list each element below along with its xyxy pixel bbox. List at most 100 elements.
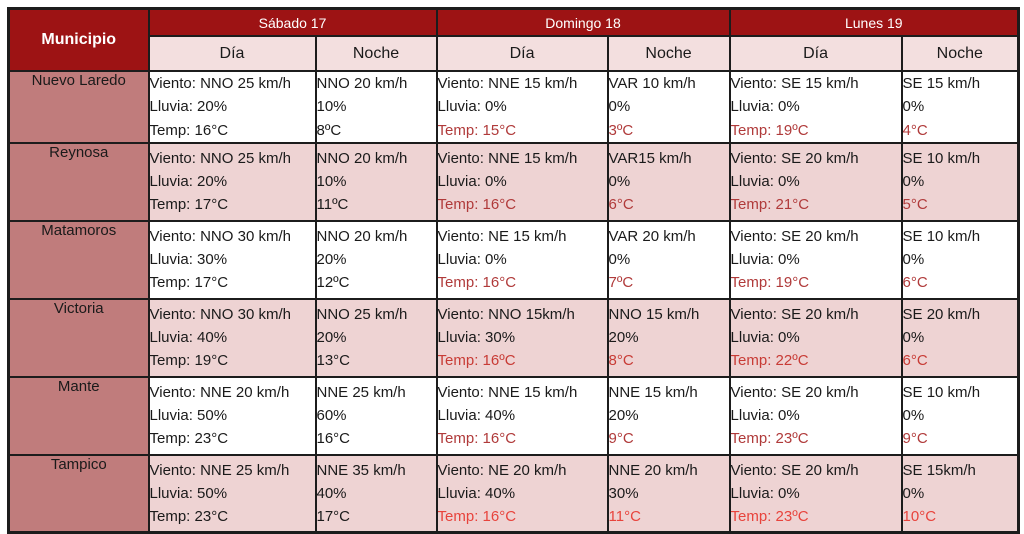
temp-value: Temp: 16ºC xyxy=(437,352,516,370)
forecast-cell-domingo-dia: Viento: NE 20 km/h Lluvia: 40% Temp: 16°C xyxy=(435,453,609,534)
temp-value: Temp: 21°C xyxy=(730,196,810,214)
subheader-lunes-noche: Noche xyxy=(900,35,1020,72)
wind-value: Viento: SE 20 km/h xyxy=(730,227,859,245)
forecast-cell-sabado-dia: Viento: NNO 25 km/h Lluvia: 20% Temp: 17°C xyxy=(147,141,317,222)
wind-value: Viento: NNO 15km/h xyxy=(437,305,575,323)
forecast-cell-lunes-dia: Viento: SE 20 km/h Lluvia: 0% Temp: 19°C xyxy=(728,219,903,300)
table-row: Victoria Viento: NNO 30 km/h Lluvia: 40% Te… xyxy=(7,297,1020,378)
rain-value: Lluvia: 0% xyxy=(437,251,507,269)
rain-value: 20% xyxy=(316,329,347,347)
temp-value: 16°C xyxy=(316,430,351,448)
wind-value: Viento: NE 20 km/h xyxy=(437,461,567,479)
forecast-cell-sabado-noche: NNO 25 km/h 20% 13°C xyxy=(314,297,438,378)
rain-value: Lluvia: 0% xyxy=(730,173,800,191)
wind-value: Viento: SE 20 km/h xyxy=(730,305,859,323)
temp-value: Temp: 16°C xyxy=(437,508,517,526)
forecast-cell-sabado-dia: Viento: NNO 30 km/h Lluvia: 40% Temp: 19°C xyxy=(147,297,317,378)
wind-value: Viento: NNO 25 km/h xyxy=(149,75,291,92)
municipio-cell: Matamoros xyxy=(7,219,150,300)
temp-value: Temp: 16°C xyxy=(149,121,229,139)
forecast-cell-sabado-noche: NNO 20 km/h 20% 12ºC xyxy=(314,219,438,300)
forecast-cell-sabado-noche: NNO 20 km/h 10% 11ºC xyxy=(314,141,438,222)
subheader-lunes-dia: Día xyxy=(728,35,903,72)
rain-value: 0% xyxy=(902,484,925,502)
temp-value: 8°C xyxy=(608,352,634,370)
rain-value: Lluvia: 40% xyxy=(149,329,228,347)
rain-value: 40% xyxy=(316,484,347,502)
forecast-cell-domingo-dia: Viento: NNE 15 km/h Lluvia: 0% Temp: 16°C xyxy=(435,141,609,222)
wind-value: Viento: SE 20 km/h xyxy=(730,149,859,167)
forecast-cell-sabado-noche: NNE 25 km/h 60% 16°C xyxy=(314,375,438,456)
forecast-cell-lunes-dia: Viento: SE 20 km/h Lluvia: 0% Temp: 22ºC xyxy=(728,297,903,378)
day-header-sabado-17: Sábado 17 xyxy=(147,7,438,37)
forecast-cell-domingo-noche: VAR 10 km/h 0% 3ºC xyxy=(606,70,731,144)
temp-value: 9°C xyxy=(902,430,928,448)
wind-value: SE 10 km/h xyxy=(902,383,981,401)
wind-value: NNO 15 km/h xyxy=(608,305,700,323)
wind-value: VAR 10 km/h xyxy=(608,75,696,92)
temp-value: 11ºC xyxy=(316,196,349,214)
temp-value: 13°C xyxy=(316,352,351,370)
rain-value: Lluvia: 40% xyxy=(437,484,516,502)
wind-value: VAR15 km/h xyxy=(608,149,692,167)
forecast-cell-lunes-noche: SE 10 km/h 0% 5°C xyxy=(900,141,1020,222)
table-row: Tampico Viento: NNE 25 km/h Lluvia: 50% Tem… xyxy=(7,453,1020,534)
forecast-cell-lunes-noche: SE 10 km/h 0% 9°C xyxy=(900,375,1020,456)
forecast-cell-lunes-noche: SE 15 km/h 0% 4°C xyxy=(900,70,1020,144)
rain-value: 10% xyxy=(316,173,347,191)
wind-value: Viento: NNE 15 km/h xyxy=(437,149,578,167)
rain-value: 60% xyxy=(316,407,347,425)
temp-value: 5°C xyxy=(902,196,928,214)
wind-value: SE 15 km/h xyxy=(902,75,981,92)
rain-value: 0% xyxy=(608,251,631,269)
temp-value: 8ºC xyxy=(316,121,342,139)
rain-value: 0% xyxy=(902,251,925,269)
municipio-column-header: Municipio xyxy=(7,7,150,72)
municipio-cell: Tampico xyxy=(7,453,150,534)
forecast-cell-lunes-dia: Viento: SE 20 km/h Lluvia: 0% Temp: 21°C xyxy=(728,141,903,222)
rain-value: 0% xyxy=(608,98,631,116)
temp-value: Temp: 17°C xyxy=(149,274,229,292)
forecast-cell-lunes-noche: SE 20 km/h 0% 6°C xyxy=(900,297,1020,378)
wind-value: NNO 20 km/h xyxy=(316,75,408,92)
temp-value: 6°C xyxy=(902,274,928,292)
temp-value: Temp: 16°C xyxy=(437,274,517,292)
table-body: Nuevo Laredo Viento: NNO 25 km/h Lluvia: 2… xyxy=(7,70,1020,534)
forecast-cell-domingo-dia: Viento: NE 15 km/h Lluvia: 0% Temp: 16°C xyxy=(435,219,609,300)
rain-value: Lluvia: 50% xyxy=(149,484,228,502)
forecast-cell-domingo-noche: VAR15 km/h 0% 6°C xyxy=(606,141,731,222)
temp-value: Temp: 23°C xyxy=(149,430,229,448)
temp-value: 6°C xyxy=(902,352,928,370)
temp-value: Temp: 19°C xyxy=(730,274,810,292)
rain-value: 20% xyxy=(316,251,347,269)
wind-value: NNE 15 km/h xyxy=(608,383,698,401)
wind-value: Viento: NNO 25 km/h xyxy=(149,149,291,167)
table-row: Nuevo Laredo Viento: NNO 25 km/h Lluvia: 2… xyxy=(7,70,1020,144)
wind-value: NNE 35 km/h xyxy=(316,461,406,479)
rain-value: 30% xyxy=(608,484,639,502)
rain-value: Lluvia: 0% xyxy=(437,98,507,116)
table-row: Matamoros Viento: NNO 30 km/h Lluvia: 30% T… xyxy=(7,219,1020,300)
temp-value: 4°C xyxy=(902,121,928,139)
temp-value: 17°C xyxy=(316,508,351,526)
rain-value: Lluvia: 40% xyxy=(437,407,516,425)
wind-value: SE 10 km/h xyxy=(902,149,981,167)
temp-value: Temp: 16°C xyxy=(437,430,517,448)
rain-value: Lluvia: 30% xyxy=(437,329,516,347)
wind-value: Viento: SE 20 km/h xyxy=(730,383,859,401)
rain-value: 20% xyxy=(608,329,639,347)
temp-value: Temp: 19ºC xyxy=(730,121,809,139)
forecast-cell-lunes-dia: Viento: SE 15 km/h Lluvia: 0% Temp: 19ºC xyxy=(728,70,903,144)
municipio-cell: Nuevo Laredo xyxy=(7,70,150,144)
forecast-cell-domingo-noche: VAR 20 km/h 0% 7ºC xyxy=(606,219,731,300)
subheader-domingo-dia: Día xyxy=(435,35,609,72)
forecast-cell-lunes-dia: Viento: SE 20 km/h Lluvia: 0% Temp: 23ºC xyxy=(728,453,903,534)
temp-value: 7ºC xyxy=(608,274,634,292)
rain-value: Lluvia: 0% xyxy=(730,484,800,502)
rain-value: 0% xyxy=(902,98,925,116)
temp-value: 11°C xyxy=(608,508,641,526)
forecast-cell-domingo-noche: NNO 15 km/h 20% 8°C xyxy=(606,297,731,378)
wind-value: VAR 20 km/h xyxy=(608,227,696,245)
forecast-cell-sabado-dia: Viento: NNO 25 km/h Lluvia: 20% Temp: 16°C xyxy=(147,70,317,144)
temp-value: Temp: 16°C xyxy=(437,196,517,214)
